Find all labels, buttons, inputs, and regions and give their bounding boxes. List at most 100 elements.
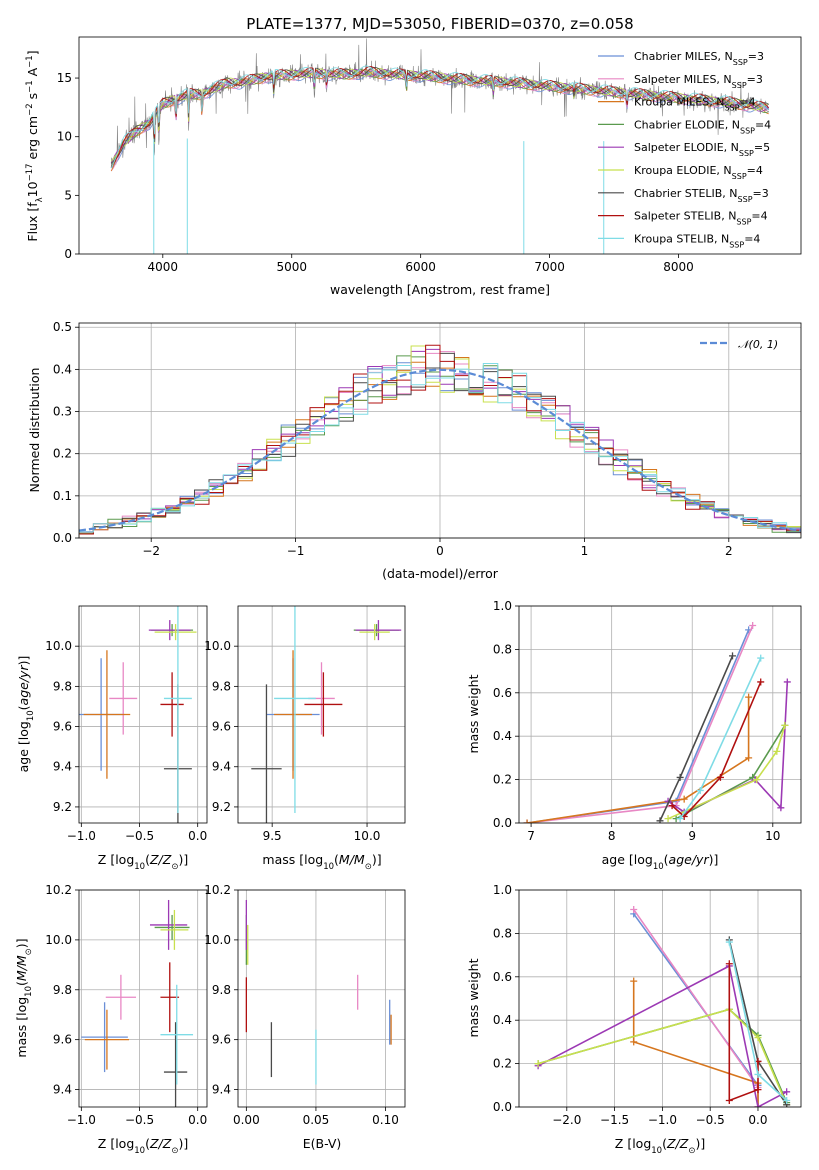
y-tick-label: 10.0 [204,639,231,653]
y-axis-label: mass weight [466,958,481,1037]
spectrum-model-line [110,65,770,167]
x-tick-label: −1.0 [648,1113,677,1127]
y-tick-label: 0.0 [493,816,512,830]
plot-area-spectrum [110,38,770,254]
data-point-marker [754,1086,762,1094]
data-point-marker [630,906,638,914]
y-tick-label: 9.6 [53,1033,72,1047]
data-point-marker [773,747,781,755]
y-axis-label: Normed distribution [27,368,42,493]
y-axis-label: Flux [fλ10−17 erg cm−2 s−1 A−1] [25,50,45,241]
y-tick-label: 0.8 [493,642,512,656]
y-tick-label: 10.0 [45,933,72,947]
x-axis-label: Z [log10(Z/Z⊙)] [98,1136,188,1156]
y-tick-label: 1.0 [493,883,512,897]
x-tick-label: 8 [608,829,616,843]
spectrum-model-line [110,65,770,169]
series-line [526,629,750,823]
legend-entry: Kroupa STELIB, NSSP=4 [634,232,760,249]
data-point-marker [696,786,704,794]
data-point-marker [745,754,753,762]
series-line [537,1008,788,1106]
y-tick-label: 0.6 [493,970,512,984]
data-point-marker [749,622,757,630]
y-tick-label: 0.1 [53,489,72,503]
y-tick-label: 10.2 [45,883,72,897]
y-axis-label: age [log10(age/yr)] [16,656,36,773]
data-point-marker [680,795,688,803]
y-tick-label: 10.0 [204,933,231,947]
y-tick-label: 0.0 [53,531,72,545]
panel-mass_vs_ebv: 0.00 0.05 0.10 9.4 9.6 9.8 10.0 10.2 [204,883,406,1127]
legend-entry: Salpeter MILES, NSSP=3 [634,73,763,90]
data-point-marker [523,819,531,823]
x-tick-label: 0 [436,544,444,558]
x-axis-label: E(B-V) [303,1136,342,1151]
series-line [633,913,759,1107]
spectrum-model-line [110,68,770,164]
data-point-marker [754,1103,762,1107]
data-point-marker [534,1060,542,1068]
x-axis-label: Z [log10(Z/Z⊙)] [98,852,188,872]
data-point-marker [783,1088,791,1096]
data-point-marker [777,804,785,812]
legend-entry: Kroupa MILES, NSSP=4 [634,96,756,113]
y-tick-label: 9.8 [212,679,231,693]
x-tick-label: 0.0 [188,1113,207,1127]
y-tick-label: 9.4 [212,760,231,774]
y-tick-label: 9.4 [212,1083,231,1097]
axes-frame [237,889,406,1108]
legend-entry: Kroupa ELODIE, NSSP=4 [634,164,763,181]
panel-spectrum: 4000 5000 6000 7000 8000 0 5 10 15 [57,36,802,274]
axes-frame [78,322,802,539]
axes-frame [518,605,802,824]
data-point-marker [676,773,684,781]
y-tick-label: 10 [57,130,72,144]
x-tick-label: −1.0 [67,829,96,843]
series-line [527,625,754,823]
x-tick-label: −1.0 [67,1113,96,1127]
y-tick-label: 1.0 [493,599,512,613]
y-tick-label: 0.2 [493,773,512,787]
y-tick-label: 0.4 [53,362,72,376]
x-tick-label: −2.0 [552,1113,581,1127]
x-tick-label: −2 [142,544,160,558]
y-tick-label: 5 [64,188,72,202]
panel-mass_weight_vs_Z: −2.0 −1.5 −1.0 −0.5 0.0 0.0 0.2 0.4 0.6 0.8 1.0 [493,883,802,1127]
spectrum-model-line [110,69,769,172]
series-line [537,964,788,1107]
y-tick-label: 0.2 [53,447,72,461]
x-tick-label: 1 [581,544,589,558]
data-point-marker [630,977,638,985]
x-tick-label: 0.10 [372,1113,399,1127]
x-tick-label: −0.5 [125,1113,154,1127]
y-tick-label: 10.2 [204,883,231,897]
data-point-marker [781,721,789,729]
data-point-marker [754,1070,762,1078]
plot-area-mass_weight_vs_age [523,622,791,823]
y-tick-label: 9.8 [212,983,231,997]
y-axis-label: mass [log10(M/M⊙)] [14,938,34,1057]
x-tick-label: 4000 [148,260,179,274]
legend-entry: Chabrier ELODIE, NSSP=4 [634,118,771,135]
data-point-marker [783,678,791,686]
figure-title: PLATE=1377, MJD=53050, FIBERID=0370, z=0… [246,15,633,33]
y-tick-label: 0.4 [493,729,512,743]
y-tick-label: 0.2 [493,1057,512,1071]
series-line [526,697,750,823]
data-point-marker [664,815,672,823]
x-tick-label: 8000 [663,260,694,274]
data-point-marker [668,802,676,810]
y-tick-label: 9.2 [53,800,72,814]
x-tick-label: −1.5 [600,1113,629,1127]
spectrum-model-line [110,69,770,172]
x-tick-label: 5000 [276,260,307,274]
y-tick-label: 0.3 [53,405,72,419]
y-tick-label: 9.4 [53,760,72,774]
y-tick-label: 0.0 [493,1100,512,1114]
y-tick-label: 0.5 [53,320,72,334]
spectrum-model-line [110,67,770,164]
plot-area-mass_vs_ebv [245,899,392,1085]
y-tick-label: 15 [57,71,72,85]
